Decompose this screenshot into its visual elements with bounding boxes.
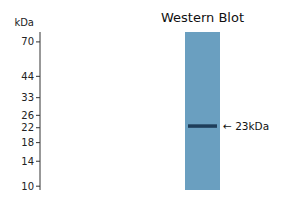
y-tick <box>36 41 40 42</box>
y-tick <box>36 76 40 77</box>
y-tick-label: 44 <box>21 71 34 82</box>
y-tick <box>36 161 40 162</box>
y-tick <box>36 97 40 98</box>
annotation: ← 23kDa <box>223 120 269 132</box>
y-tick <box>36 142 40 143</box>
plot-area <box>185 32 220 190</box>
y-axis-line <box>40 32 41 190</box>
y-tick-label: 10 <box>21 181 34 192</box>
band <box>188 124 217 128</box>
y-tick-label: 26 <box>21 110 34 121</box>
y-tick <box>36 115 40 116</box>
y-axis-label: kDa <box>14 17 34 28</box>
chart-container: 70 44 33 2622 18 14 10 kDa Western Blot ← 23kDa <box>0 0 300 200</box>
y-tick-label: 33 <box>21 92 34 103</box>
title: Western Blot <box>161 10 244 25</box>
y-tick-label: 14 <box>21 156 34 167</box>
chart: 70 44 33 2622 18 14 10 kDa Western Blot ← 23kDa <box>0 0 300 200</box>
y-tick-label: 70 <box>21 36 34 47</box>
y-tick <box>36 186 40 187</box>
y-tick-label: 18 <box>21 137 34 148</box>
y-tick-label: 22 <box>21 122 34 133</box>
lane <box>185 32 220 190</box>
y-tick <box>36 127 40 128</box>
